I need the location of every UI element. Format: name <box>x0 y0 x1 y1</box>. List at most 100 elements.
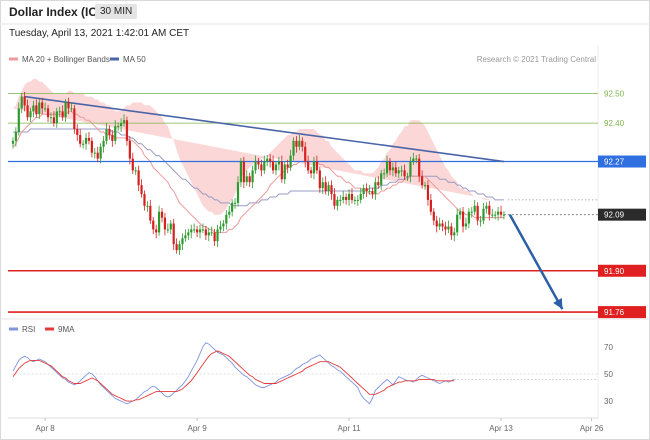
resistance-trendline <box>24 95 505 163</box>
rsi-9ma-line <box>12 350 455 402</box>
candle <box>333 188 336 210</box>
candle <box>49 112 53 124</box>
candle <box>485 202 488 214</box>
candle-body <box>254 161 257 171</box>
candle-body <box>459 211 462 215</box>
candle <box>93 147 96 159</box>
candle-body <box>447 226 450 230</box>
candle-body <box>125 120 129 141</box>
candle-body <box>128 140 131 159</box>
candle <box>380 169 383 190</box>
legend-label-bollinger: MA 20 + Bollinger Bands <box>22 55 110 64</box>
candle-body <box>479 220 482 222</box>
candle-body <box>102 140 105 147</box>
candle-body <box>172 223 175 245</box>
level-label-92.50: 92.50 <box>604 90 625 99</box>
candle <box>225 209 228 230</box>
candle-body <box>222 223 225 227</box>
level-tag-92.27 <box>598 155 646 168</box>
candle <box>459 208 462 220</box>
candle <box>20 93 23 114</box>
x-tick-label: Apr 8 <box>36 424 56 433</box>
candle-body <box>403 170 406 177</box>
candle-body <box>388 161 392 171</box>
candle <box>195 225 199 238</box>
candle-body <box>137 170 140 186</box>
candle-body <box>347 194 351 200</box>
candle-body <box>146 205 149 207</box>
candle-body <box>356 199 359 201</box>
candle <box>152 217 155 235</box>
candle-body <box>239 161 243 183</box>
candle <box>184 229 187 242</box>
candle-body <box>453 232 456 236</box>
candle-body <box>362 188 365 194</box>
candle <box>257 157 260 170</box>
candle <box>350 188 354 204</box>
candle-body <box>435 220 438 227</box>
candle <box>122 114 126 127</box>
candle-body <box>166 229 169 231</box>
candle-body <box>178 244 181 251</box>
candle <box>479 215 482 227</box>
instrument-title: Dollar Index (ICE) <box>9 5 110 19</box>
candle-body <box>140 185 143 194</box>
candle <box>412 152 415 166</box>
candle-body <box>464 223 468 227</box>
candle-body <box>467 211 470 224</box>
candle <box>318 166 321 193</box>
candle-body <box>496 211 500 215</box>
candle-body <box>198 229 202 233</box>
level-label-91.90: 91.90 <box>604 267 625 276</box>
candle <box>423 181 427 190</box>
candle-body <box>286 164 289 168</box>
candle <box>277 156 281 171</box>
candle <box>473 199 476 216</box>
candle <box>137 165 140 192</box>
candle <box>292 137 295 161</box>
candle <box>79 129 82 148</box>
legend-label-ma50: MA 50 <box>123 55 146 64</box>
candle <box>219 220 222 233</box>
candle-body <box>263 161 266 171</box>
candle-body <box>55 111 58 124</box>
candle <box>204 225 207 241</box>
candle-body <box>438 223 441 227</box>
candle-body <box>345 196 348 200</box>
candle <box>46 104 50 122</box>
candle-body <box>204 229 207 236</box>
candle-body <box>304 146 307 162</box>
candle <box>280 155 283 183</box>
candle-body <box>76 129 79 135</box>
candle <box>461 206 465 233</box>
candle-body <box>324 182 327 192</box>
candle <box>374 177 377 200</box>
candle-body <box>87 137 91 141</box>
candle <box>190 224 193 239</box>
candle <box>67 97 70 115</box>
candle <box>29 107 32 122</box>
candle <box>128 136 131 165</box>
candle <box>236 176 240 207</box>
candle-body <box>96 152 99 159</box>
candle-body <box>195 229 199 233</box>
interval-badge[interactable]: 30 MIN <box>95 4 138 19</box>
candle <box>464 217 468 231</box>
candle <box>70 102 73 112</box>
candle <box>298 134 301 151</box>
candle <box>114 120 117 145</box>
candle <box>245 170 248 186</box>
candle <box>87 132 91 145</box>
candle <box>494 211 497 220</box>
candle-body <box>38 102 41 115</box>
candle-body <box>58 111 61 113</box>
candle-body <box>61 111 64 118</box>
candle <box>309 166 313 179</box>
candle-body <box>52 117 55 124</box>
candle <box>210 226 213 236</box>
candle-body <box>190 229 193 233</box>
candle-body <box>184 235 187 239</box>
legend-swatch-ma50 <box>110 57 119 61</box>
legend-swatch-9ma <box>45 327 54 331</box>
candle-body <box>456 214 459 233</box>
